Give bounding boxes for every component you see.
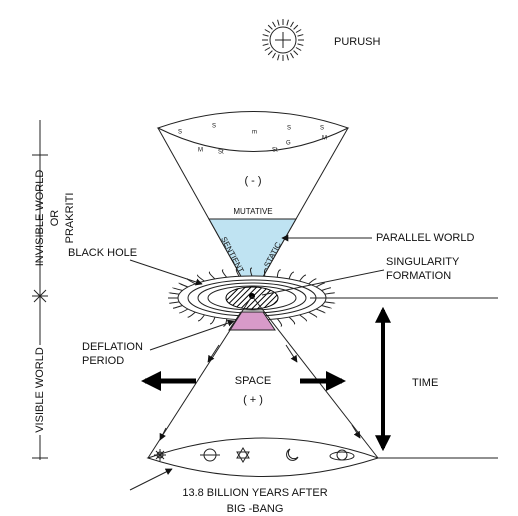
black-hole [168,267,336,329]
sun-ray [293,24,299,30]
sun-ray [286,54,289,61]
disk-spike [250,267,253,277]
negative-sign: ( - ) [244,175,261,187]
expansion-arrow [285,344,298,363]
disk-spike [315,308,326,314]
sun-ray [264,29,271,33]
axis-label: PRAKRITI [64,193,76,244]
deflation-label: PERIOD [82,355,124,367]
parallel-world-label: PARALLEL WORLD [376,232,474,244]
symbol: S [287,126,291,132]
disk-spike [276,269,281,278]
bottom-label: BIG -BANG [227,503,284,515]
time-label: TIME [412,377,438,389]
sun-ray [286,19,289,26]
sun-ray [277,19,280,26]
disk-spike [209,316,216,325]
bottom-lens [146,437,380,477]
black-hole-label: BLACK HOLE [68,247,137,259]
sun-ray [295,47,302,51]
disk-spike [197,314,205,322]
sun-ray [293,50,299,56]
parallel-world-region [208,218,297,298]
positive-sign: ( + ) [243,394,263,406]
disk-spike [321,287,331,291]
sun-ray [267,24,273,30]
disk-spike [321,305,332,309]
disk-spike [223,318,228,327]
symbol: S [320,126,324,132]
singularity-label: FORMATION [386,270,451,282]
disk-spike [299,274,307,282]
sun-ray [290,52,294,59]
disk-spike [324,292,335,295]
symbol: G [286,141,291,147]
disk-spike [308,278,317,285]
pointer-arrow [129,468,173,491]
sun-ray [290,21,294,28]
disk-spike [299,314,307,322]
symbol: St [218,150,224,156]
sun-ray [277,54,280,61]
sun-ray [295,29,302,33]
deflation-label: DEFLATION [82,341,143,353]
disk-spike [187,311,196,318]
symbol: S [178,130,182,136]
disk-spike [276,318,283,327]
disk-spike [178,282,189,288]
disk-spike [264,267,267,277]
sun-ray [297,43,304,46]
cosmic-icons [154,447,355,463]
sun-ray [264,47,271,51]
symbol: St [272,148,278,154]
symbol: m [252,130,257,136]
disk-spike [315,282,325,288]
symbol: S [212,124,216,130]
pointer-line [261,269,385,296]
sun-ray [297,34,304,37]
disk-spike [308,311,318,318]
disk-spike [197,274,205,282]
disk-spike [221,269,228,278]
sun-ray [267,50,273,56]
singularity-label: SINGULARITY [386,256,460,268]
expansion-arrow [207,344,220,363]
disk-spike [235,267,240,277]
disk-spike [169,301,180,304]
axis-label: VISIBLE WORLD [34,347,46,433]
mutative-label: MUTATIVE [233,207,272,216]
pointer-arrow [129,259,203,286]
disk-spike [172,287,183,291]
disk-spike [179,308,189,314]
sun-icon [262,19,304,61]
sun-ray [272,21,276,28]
disk-spike [288,271,295,280]
disk-spike [288,316,296,325]
disk-spike [208,271,216,280]
sun-ray [272,52,276,59]
sun-ray [262,34,269,37]
axis-label: OR [49,210,61,227]
disk-spike [324,301,336,304]
bottom-label: 13.8 BILLION YEARS AFTER [182,487,327,499]
sun-ray [262,43,269,46]
space-label: SPACE [235,375,271,387]
disk-spike [168,292,180,295]
pointer-arrow [149,319,235,351]
axis-label: INVISIBLE WORLD [34,170,46,267]
expansion-arrow [159,427,167,441]
symbol: M [198,148,203,154]
cone-edge [147,295,253,459]
expansion-arrow [351,424,361,439]
disk-spike [173,305,183,309]
purush-label: PURUSH [334,36,381,48]
symbol: M [322,136,327,142]
